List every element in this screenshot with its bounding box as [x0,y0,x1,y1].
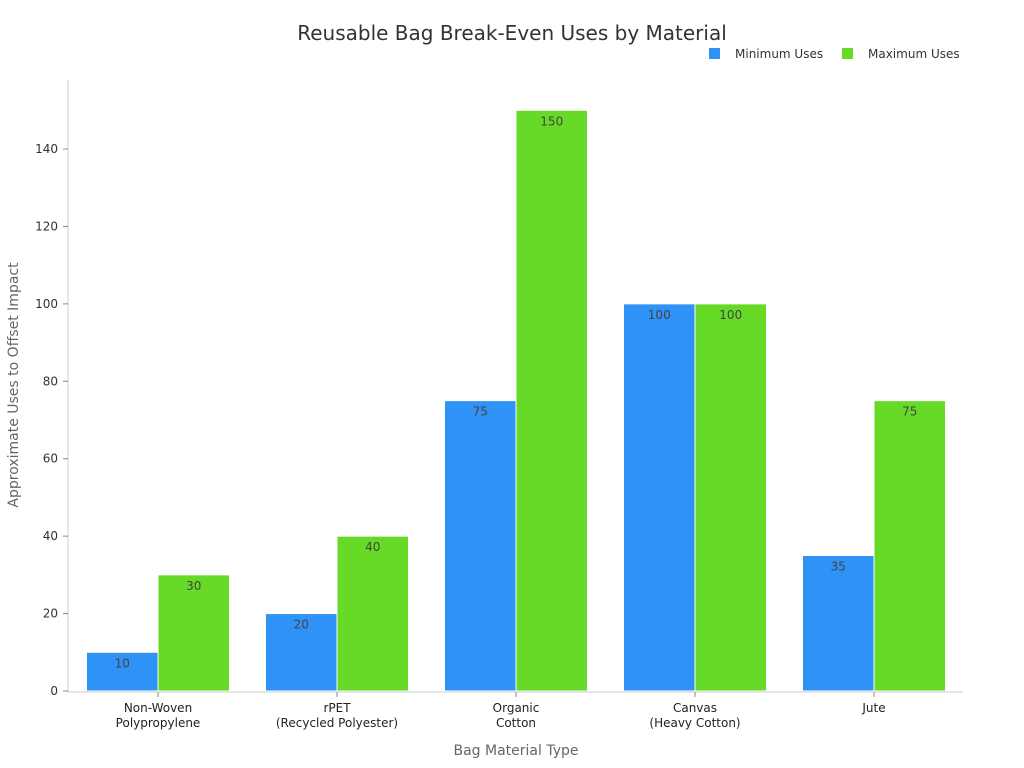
legend: Minimum Uses Maximum Uses [709,47,960,61]
x-tick-label: (Recycled Polyester) [276,716,398,730]
chart-title: Reusable Bag Break-Even Uses by Material [297,21,727,45]
y-tick-label: 20 [43,607,58,621]
x-tick-label: Polypropylene [116,716,201,730]
bar-value-label: 100 [719,308,742,322]
legend-swatch-maximum [842,48,853,59]
bar-value-label: 75 [902,405,917,419]
x-tick-label: Cotton [496,716,536,730]
x-tick-label: Non-Woven [124,701,192,715]
y-tick-label: 60 [43,452,58,466]
y-tick-label: 0 [50,684,58,698]
bar-minimum [623,303,696,692]
bar-value-label: 20 [294,618,309,632]
x-tick-label: rPET [323,701,351,715]
bar-value-label: 100 [648,308,671,322]
bar-value-label: 75 [473,405,488,419]
y-tick-label: 40 [43,529,58,543]
bar-value-label: 10 [115,656,130,670]
x-tick-label: Jute [861,701,885,715]
bar-maximum [694,303,767,692]
bar-value-label: 30 [186,579,201,593]
bar-maximum [515,109,588,692]
legend-label-minimum: Minimum Uses [735,47,823,61]
legend-label-maximum: Maximum Uses [868,47,960,61]
x-tick-label: (Heavy Cotton) [649,716,740,730]
bar-value-label: 40 [365,540,380,554]
bar-minimum [802,555,875,692]
bar-minimum [265,613,338,692]
y-tick-label: 100 [35,297,58,311]
x-axis-label: Bag Material Type [453,743,578,759]
x-tick-label: Canvas [673,701,717,715]
bar-value-label: 35 [831,560,846,574]
y-tick-label: 140 [35,142,58,156]
y-tick-label: 120 [35,219,58,233]
bar-maximum [336,535,409,692]
x-tick-label: Organic [493,701,540,715]
bar-minimum [444,400,517,692]
legend-swatch-minimum [709,48,720,59]
bar-maximum [873,400,946,692]
y-tick-label: 80 [43,374,58,388]
y-axis-label: Approximate Uses to Offset Impact [6,262,22,508]
bar-value-label: 150 [540,114,563,128]
bar-maximum [157,574,230,692]
